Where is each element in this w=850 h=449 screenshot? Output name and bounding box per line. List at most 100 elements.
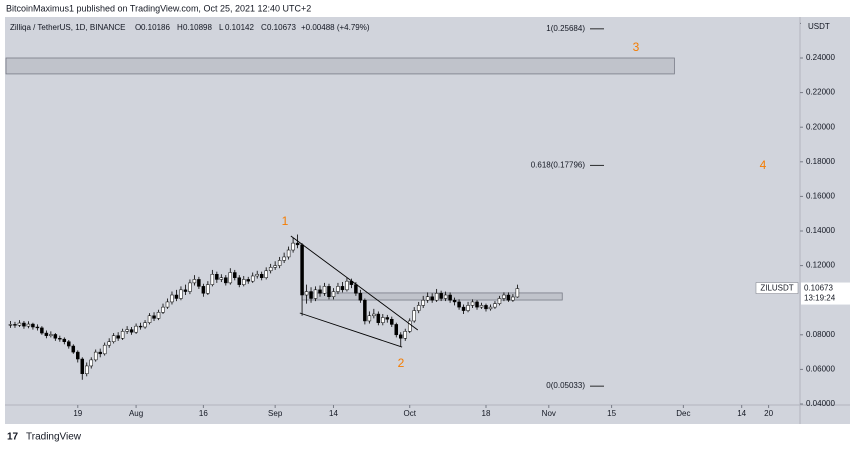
candle-body bbox=[165, 301, 170, 308]
currency-bg bbox=[801, 17, 850, 34]
candle-body bbox=[385, 317, 390, 320]
candle-body bbox=[35, 326, 40, 329]
candle-body bbox=[497, 298, 502, 304]
candle-body bbox=[192, 279, 197, 284]
candle-body bbox=[161, 306, 165, 313]
ticker-tag bbox=[755, 282, 799, 294]
candle-body bbox=[430, 296, 434, 301]
y-tick-label: 0.20000 bbox=[806, 122, 835, 131]
countdown: 13:19:24 bbox=[804, 294, 836, 303]
candle-body bbox=[452, 299, 457, 303]
candle-body bbox=[322, 286, 327, 294]
candle-body bbox=[44, 332, 49, 336]
candle-body bbox=[484, 305, 488, 310]
candle-body bbox=[282, 256, 286, 261]
candle-body bbox=[228, 272, 233, 284]
candle-body bbox=[412, 310, 416, 322]
candle-body bbox=[259, 274, 264, 278]
candle-body bbox=[461, 306, 466, 311]
x-tick-label: Dec bbox=[676, 409, 690, 418]
candle-body bbox=[313, 289, 318, 299]
candle-body bbox=[363, 299, 367, 322]
candle-body bbox=[506, 294, 511, 301]
candle-body bbox=[53, 334, 58, 339]
candle-body bbox=[403, 331, 407, 339]
candle-body bbox=[197, 279, 201, 287]
candle-body bbox=[416, 305, 421, 311]
candle-body bbox=[434, 293, 439, 301]
price-tag bbox=[801, 282, 850, 305]
candle-body bbox=[152, 315, 156, 319]
candle-body bbox=[237, 277, 242, 285]
candle-body bbox=[457, 301, 461, 308]
fib-label: 0(0.05033) bbox=[546, 381, 585, 390]
ohlc-value: 0.10142 bbox=[225, 23, 254, 32]
y-tick-label: 0.24000 bbox=[806, 53, 835, 62]
ohlc-letter: L bbox=[219, 23, 224, 32]
candle-body bbox=[475, 301, 479, 308]
candle-body bbox=[40, 327, 44, 334]
x-tick-label: 15 bbox=[607, 409, 616, 418]
y-tick-label: 0.14000 bbox=[806, 226, 835, 235]
candle-body bbox=[470, 301, 475, 306]
x-tick-label: 16 bbox=[199, 409, 208, 418]
candle-body bbox=[300, 244, 304, 296]
candle-body bbox=[22, 322, 26, 327]
candle-body bbox=[58, 338, 62, 340]
ohlc-value: 0.10673 bbox=[267, 23, 296, 32]
candle-body bbox=[179, 289, 183, 299]
candle-body bbox=[295, 242, 300, 246]
byline: BitcoinMaximus1 published on TradingView… bbox=[6, 3, 311, 13]
candle-body bbox=[399, 334, 403, 339]
candle-body bbox=[17, 322, 22, 326]
candle-body bbox=[89, 359, 93, 367]
y-tick-label: 0.16000 bbox=[806, 192, 835, 201]
y-tick-label: 0.04000 bbox=[806, 399, 835, 408]
candle-body bbox=[62, 338, 67, 342]
candle-body bbox=[102, 344, 107, 355]
candle-body bbox=[340, 286, 345, 291]
candle-body bbox=[8, 324, 13, 326]
candle-body bbox=[174, 294, 179, 299]
candle-body bbox=[479, 305, 484, 308]
candle-body bbox=[511, 296, 515, 301]
candle-body bbox=[309, 291, 313, 299]
ohlc-letter: H bbox=[177, 23, 183, 32]
candle-body bbox=[143, 322, 147, 328]
candle-body bbox=[327, 286, 331, 297]
wave-label: 2 bbox=[398, 356, 405, 370]
candle-body bbox=[394, 324, 399, 336]
currency: USDT bbox=[808, 22, 830, 31]
candle-body bbox=[390, 318, 394, 325]
candle-body bbox=[224, 277, 228, 284]
wave-label: 4 bbox=[760, 158, 767, 172]
candle-body bbox=[156, 312, 161, 319]
candle-body bbox=[98, 351, 102, 355]
candle-body bbox=[188, 282, 192, 292]
trendline bbox=[299, 312, 403, 348]
candle-body bbox=[515, 288, 520, 298]
candle-body bbox=[372, 313, 376, 317]
candle-body bbox=[233, 272, 237, 278]
y-tick-label: 0.06000 bbox=[806, 365, 835, 374]
fib-label: 1(0.25684) bbox=[546, 24, 585, 33]
candle-body bbox=[268, 267, 273, 272]
candle-body bbox=[111, 335, 116, 342]
chart-background bbox=[5, 17, 850, 424]
candle-body bbox=[448, 294, 452, 301]
fib-label: 0.618(0.17796) bbox=[531, 160, 586, 169]
x-tick-label: Nov bbox=[542, 409, 556, 418]
candle-body bbox=[219, 277, 224, 280]
candle-body bbox=[93, 351, 98, 361]
candle-body bbox=[255, 274, 259, 277]
candle-body bbox=[488, 306, 493, 310]
wave-label: 3 bbox=[633, 40, 640, 54]
candle-body bbox=[71, 345, 76, 353]
candle-body bbox=[170, 294, 174, 303]
candle-body bbox=[502, 294, 506, 299]
candle-body bbox=[80, 358, 85, 374]
trendline bbox=[290, 235, 419, 331]
candle-body bbox=[273, 265, 277, 268]
candle-body bbox=[331, 291, 336, 297]
